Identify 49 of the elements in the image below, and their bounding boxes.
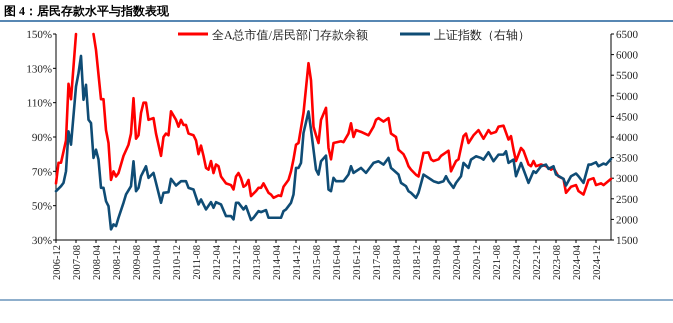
x-tick-label: 2024-12	[592, 245, 603, 280]
y2-tick-label: 3500	[616, 152, 638, 165]
y-tick-label: 110%	[26, 98, 52, 110]
y2-tick-label: 6000	[616, 50, 638, 62]
x-tick-label: 2016-04	[332, 244, 343, 280]
legend-label: 上证指数（右轴）	[434, 28, 530, 42]
y2-tick-label: 5500	[616, 70, 638, 82]
y2-tick-label: 2000	[616, 214, 638, 226]
x-tick-label: 2020-12	[472, 245, 483, 280]
x-tick-label: 2010-04	[152, 244, 163, 280]
x-tick-label: 2014-04	[272, 244, 283, 280]
x-tick-label: 2024-04	[572, 244, 583, 280]
x-tick-label: 2016-12	[352, 245, 363, 280]
y-tick-label: 30%	[32, 235, 52, 247]
y2-tick-label: 4000	[616, 132, 638, 144]
x-tick-label: 2022-04	[512, 244, 523, 280]
x-tick-label: 2012-04	[212, 244, 223, 280]
x-tick-label: 2012-12	[232, 245, 243, 280]
x-tick-label: 2018-12	[412, 245, 423, 280]
y2-tick-label: 2500	[616, 194, 638, 206]
x-tick-label: 2010-12	[172, 245, 183, 280]
x-tick-label: 2017-08	[372, 245, 383, 280]
y2-tick-label: 4500	[616, 111, 638, 124]
x-tick-label: 2014-12	[292, 245, 303, 280]
x-tick-label: 2008-04	[92, 244, 103, 280]
y-tick-label: 50%	[32, 200, 52, 213]
x-tick-label: 2015-08	[312, 245, 323, 280]
x-tick-label: 2009-08	[132, 245, 143, 280]
y-tick-label: 90%	[32, 132, 52, 144]
x-tick-label: 2011-08	[192, 245, 203, 280]
x-tick-label: 2023-08	[552, 245, 563, 280]
x-tick-label: 2006-12	[52, 245, 63, 280]
x-tick-label: 2008-12	[112, 245, 123, 280]
x-tick-label: 2021-08	[492, 245, 503, 280]
x-tick-label: 2013-08	[252, 245, 263, 280]
x-tick-label: 2007-08	[72, 245, 83, 280]
y-tick-label: 130%	[26, 63, 52, 76]
y2-tick-label: 1500	[616, 235, 638, 247]
x-tick-label: 2018-04	[392, 244, 403, 280]
y2-tick-label: 3000	[616, 173, 638, 186]
chart-title: 图 4：居民存款水平与指数表现	[4, 4, 170, 18]
y-tick-label: 70%	[32, 166, 52, 178]
x-tick-label: 2019-08	[432, 245, 443, 280]
x-tick-label: 2022-12	[532, 245, 543, 280]
y2-tick-label: 5000	[616, 90, 638, 103]
y2-tick-label: 6500	[616, 29, 638, 41]
legend-label: 全A总市值/居民部门存款余额	[212, 28, 368, 42]
x-tick-label: 2020-04	[452, 244, 463, 280]
y-tick-label: 150%	[26, 29, 52, 41]
